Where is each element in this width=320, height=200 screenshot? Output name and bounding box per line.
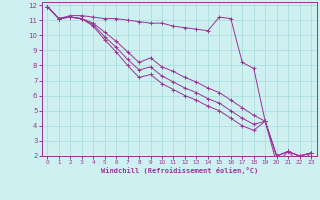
X-axis label: Windchill (Refroidissement éolien,°C): Windchill (Refroidissement éolien,°C) [100,167,258,174]
